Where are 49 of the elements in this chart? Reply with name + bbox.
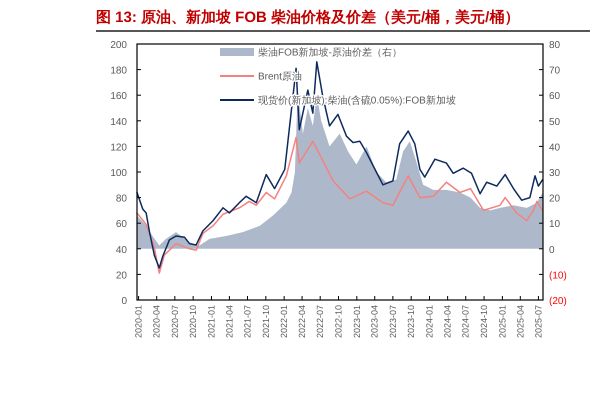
x-tick-label: 2022-04 xyxy=(297,305,308,338)
legend-label: 柴油FOB新加坡-原油价差（右） xyxy=(258,46,402,58)
x-tick-label: 2021-01 xyxy=(206,305,216,338)
y-tick-label: 120 xyxy=(110,142,128,154)
y2-tick-label: 40 xyxy=(549,142,561,154)
y2-tick-label: 10 xyxy=(549,219,561,230)
x-tick-label: 2022-01 xyxy=(279,305,290,338)
x-tick-label: 2021-04 xyxy=(224,305,234,338)
x-tick-label: 2024-01 xyxy=(424,305,435,338)
x-tick-label: 2023-07 xyxy=(388,305,398,338)
x-tick-label: 2022-10 xyxy=(334,305,344,338)
x-tick-label: 2020-07 xyxy=(170,305,180,338)
x-tick-label: 2025-04 xyxy=(515,305,526,338)
x-tick-label: 2024-07 xyxy=(460,305,471,338)
x-tick-label: 2025-01 xyxy=(497,305,508,338)
x-tick-label: 2022-07 xyxy=(315,305,326,338)
y2-tick-label: 20 xyxy=(549,194,561,205)
y2-tick-label: 60 xyxy=(549,91,561,102)
y-tick-label: 180 xyxy=(110,66,128,77)
x-tick-label: 2021-10 xyxy=(260,305,271,338)
y2-tick-label: 0 xyxy=(549,244,555,256)
y-tick-label: 100 xyxy=(110,168,128,179)
chart-title: 图 13: 原油、新加坡 FOB 柴油价格及价差（美元/桶，美元/桶） xyxy=(96,8,520,26)
y2-tick-label: 30 xyxy=(549,168,561,179)
x-tick-label: 2023-04 xyxy=(370,305,380,338)
x-tick-label: 2024-04 xyxy=(442,305,453,338)
y-tick-label: 80 xyxy=(116,194,128,205)
x-tick-label: 2021-07 xyxy=(242,305,253,338)
y2-tick-label: (20) xyxy=(549,296,567,307)
y2-tick-label: (10) xyxy=(549,270,567,282)
x-tick-label: 2023-01 xyxy=(352,305,362,338)
y-tick-label: 160 xyxy=(110,91,128,102)
x-tick-label: 2020-04 xyxy=(152,305,162,338)
y2-tick-label: 70 xyxy=(549,66,561,77)
y2-tick-label: 80 xyxy=(549,40,561,51)
x-tick-label: 2020-01 xyxy=(134,305,144,338)
line-series xyxy=(136,61,544,269)
y-tick-label: 40 xyxy=(116,244,128,256)
y-tick-label: 140 xyxy=(110,116,128,128)
x-tick-label: 2025-07 xyxy=(533,305,544,338)
y2-tick-label: 50 xyxy=(549,116,561,128)
x-tick-label: 2020-10 xyxy=(188,305,198,338)
x-tick-label: 2023-10 xyxy=(406,305,416,338)
y-tick-label: 200 xyxy=(110,40,128,51)
x-tick-label: 2024-10 xyxy=(479,305,490,338)
y-tick-label: 0 xyxy=(121,296,128,307)
y-tick-label: 60 xyxy=(116,219,128,230)
y-tick-label: 20 xyxy=(116,270,128,282)
line-series xyxy=(136,136,544,274)
